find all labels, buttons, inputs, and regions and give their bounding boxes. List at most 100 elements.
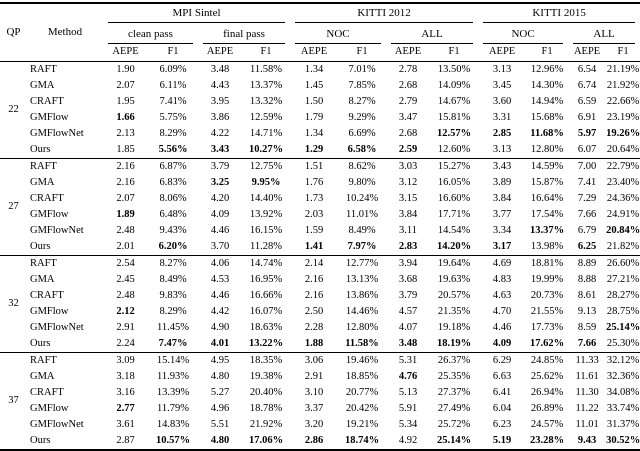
metric-header: AEPE [386,44,431,62]
f1-value: 14.40% [249,192,283,204]
f1-value: 17.54% [530,208,564,220]
aepe-value: 5.97 [577,127,597,139]
table-row: GMFlow 1.66 5.75% 3.86 12.59% 1.79 9.29% 3.47 15… [0,110,640,126]
f1-value: 12.60% [437,143,471,155]
aepe-value: 3.48 [210,63,230,75]
aepe-value: 5.91 [398,402,418,414]
aepe-value: 1.34 [304,63,324,75]
aepe-value: 5.51 [210,418,230,430]
aepe-value: 1.29 [304,143,324,155]
aepe-value: 1.41 [304,240,324,252]
f1-value: 21.35% [437,305,471,317]
subgroup-header: clean pass [103,23,198,44]
metric-header: F1 [430,44,479,62]
aepe-value: 6.54 [577,63,597,75]
f1-value: 25.30% [606,337,640,349]
f1-value: 16.66% [249,289,283,301]
aepe-value: 7.00 [568,157,607,175]
aepe-value: 1.85 [116,143,135,155]
method-name: Ours [30,337,51,349]
aepe-value: 6.07 [577,143,597,155]
f1-value: 21.92% [249,418,283,430]
metric-header: AEPE [290,44,339,62]
aepe-value: 8.59 [577,321,597,333]
f1-value: 25.72% [437,418,471,430]
f1-value: 18.35% [242,351,291,369]
f1-value: 9.95% [251,176,281,188]
metric-header: AEPE [103,44,148,62]
aepe-value: 7.41 [577,176,597,188]
f1-value: 28.27% [606,289,640,301]
f1-value: 12.57% [437,127,472,139]
aepe-value: 3.45 [492,79,512,91]
metric-header: AEPE [568,44,607,62]
f1-value: 17.73% [530,321,564,333]
aepe-value: 6.63 [492,370,512,382]
method-name: GMFlowNet [30,418,84,430]
aepe-value: 5.34 [398,418,418,430]
f1-value: 14.20% [437,240,472,252]
f1-value: 8.29% [159,305,187,317]
f1-value: 26.37% [430,351,479,369]
f1-value: 18.63% [249,321,283,333]
aepe-value: 3.18 [116,370,135,382]
f1-value: 19.38% [249,370,283,382]
f1-value: 34.08% [606,386,640,398]
aepe-value: 4.01 [210,337,230,349]
f1-value: 7.97% [347,240,377,252]
aepe-value: 4.92 [398,434,418,446]
f1-value: 13.92% [249,208,283,220]
f1-value: 20.77% [345,386,379,398]
f1-value: 7.85% [348,79,376,91]
subgroup-header: ALL [386,23,478,44]
group-label: MPI Sintel [108,6,286,23]
f1-value: 15.68% [530,111,564,123]
table-row: GMFlowNet 2.91 11.45% 4.90 18.63% 2.28 12.80% 4… [0,320,640,336]
aepe-value: 2.85 [492,127,512,139]
aepe-value: 1.59 [304,224,324,236]
aepe-value: 2.86 [304,434,324,446]
f1-value: 13.37% [530,224,565,236]
subgroup-label: NOC [295,27,382,44]
f1-value: 9.80% [348,176,376,188]
table-row: GMA 3.18 11.93% 4.80 19.38% 2.91 18.85% 4.76 25.… [0,369,640,385]
f1-value: 20.42% [345,402,379,414]
f1-value: 13.98% [530,240,564,252]
f1-value: 14.59% [526,157,569,175]
f1-value: 8.49% [348,224,376,236]
f1-value: 16.15% [249,224,283,236]
aepe-value: 1.90 [116,63,135,75]
aepe-value: 3.31 [492,111,512,123]
aepe-value: 6.41 [492,386,512,398]
aepe-value: 1.95 [116,95,135,107]
f1-value: 19.21% [345,418,379,430]
f1-value: 7.47% [158,337,188,349]
f1-value: 14.94% [530,95,564,107]
aepe-value: 2.87 [116,434,135,446]
aepe-value: 2.12 [116,305,135,317]
aepe-value: 3.37 [304,402,324,414]
aepe-value: 2.01 [116,240,135,252]
aepe-value: 3.17 [492,240,512,252]
aepe-value: 2.59 [398,143,418,155]
aepe-value: 3.25 [210,176,230,188]
table-row: GMFlow 2.77 11.79% 4.96 18.78% 3.37 20.42% 5.91… [0,401,640,417]
f1-value: 11.79% [157,402,189,414]
aepe-value: 3.11 [399,224,418,236]
aepe-value: 3.47 [398,111,418,123]
aepe-value: 4.80 [210,434,230,446]
table-row: CRAFT 2.48 9.83% 4.46 16.66% 2.16 13.86% 3.79 20… [0,288,640,304]
aepe-value: 6.23 [492,418,512,430]
aepe-value: 2.16 [116,176,135,188]
method-name: GMFlow [30,208,69,220]
aepe-value: 3.60 [492,95,512,107]
aepe-value: 8.61 [577,289,597,301]
method-name: GMA [30,370,55,382]
f1-value: 17.62% [530,337,565,349]
aepe-value: 9.43 [577,434,597,446]
f1-value: 14.71% [249,127,283,139]
aepe-value: 2.68 [398,79,418,91]
subgroup-header-row: clean pass final pass NOC ALL NOC ALL [0,23,640,44]
method-name: GMFlowNet [30,127,84,139]
table-row: GMA 2.07 6.11% 4.43 13.37% 1.45 7.85% 2.68 14.09… [0,78,640,94]
